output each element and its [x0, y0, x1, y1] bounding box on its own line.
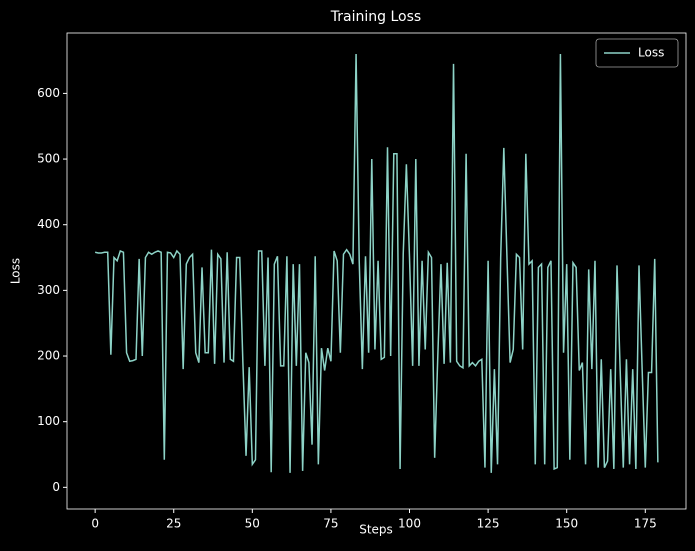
x-tick-label: 75 — [323, 517, 338, 531]
y-tick-label: 200 — [37, 349, 60, 363]
x-tick-label: 175 — [634, 517, 657, 531]
x-tick-label: 100 — [398, 517, 421, 531]
x-tick-label: 125 — [477, 517, 500, 531]
legend-box — [595, 38, 679, 68]
x-tick-label: 50 — [245, 517, 260, 531]
y-tick-label: 400 — [37, 217, 60, 231]
chart-title: Training Loss — [330, 9, 421, 25]
y-tick-label: 600 — [37, 86, 60, 100]
y-tick-label: 300 — [37, 283, 60, 297]
y-tick-label: 100 — [37, 414, 60, 428]
y-axis-label: Loss — [9, 258, 23, 284]
line — [94, 53, 659, 473]
x-tick-label: 25 — [166, 517, 181, 531]
plot-frame — [66, 32, 687, 510]
x-axis-label: Steps — [359, 523, 393, 537]
legend-label: Loss — [638, 46, 664, 60]
y-tick-label: 0 — [52, 480, 60, 494]
y-tick-label: 500 — [37, 152, 60, 166]
x-tick-label: 150 — [555, 517, 578, 531]
x-tick-label: 0 — [91, 517, 99, 531]
